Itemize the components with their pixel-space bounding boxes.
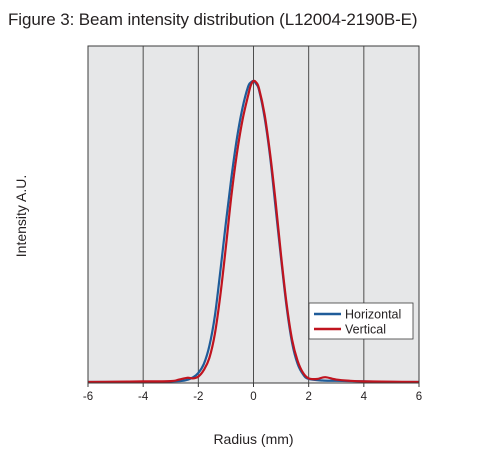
series-lines: [87, 79, 420, 384]
x-tick-label: -2: [193, 391, 203, 403]
legend-label-vertical: Vertical: [345, 323, 386, 337]
x-tick-label: 4: [361, 391, 368, 403]
x-axis-ticks: -6 -4 -2 0 2 4 6: [83, 383, 422, 403]
x-axis-title: Radius (mm): [213, 431, 293, 447]
x-tick-label: 0: [250, 391, 256, 403]
x-tick-label: -4: [138, 391, 149, 403]
legend-box: [308, 302, 414, 340]
x-tick-label: 6: [416, 391, 422, 403]
x-tick-label: -6: [83, 391, 93, 403]
series-line-vertical: [87, 79, 420, 384]
chart-title: Figure 3: Beam intensity distribution (L…: [8, 10, 418, 29]
legend-label-horizontal: Horizontal: [345, 308, 401, 322]
y-axis-title: Intensity A.U.: [13, 175, 29, 257]
x-tick-label: 2: [305, 391, 311, 403]
